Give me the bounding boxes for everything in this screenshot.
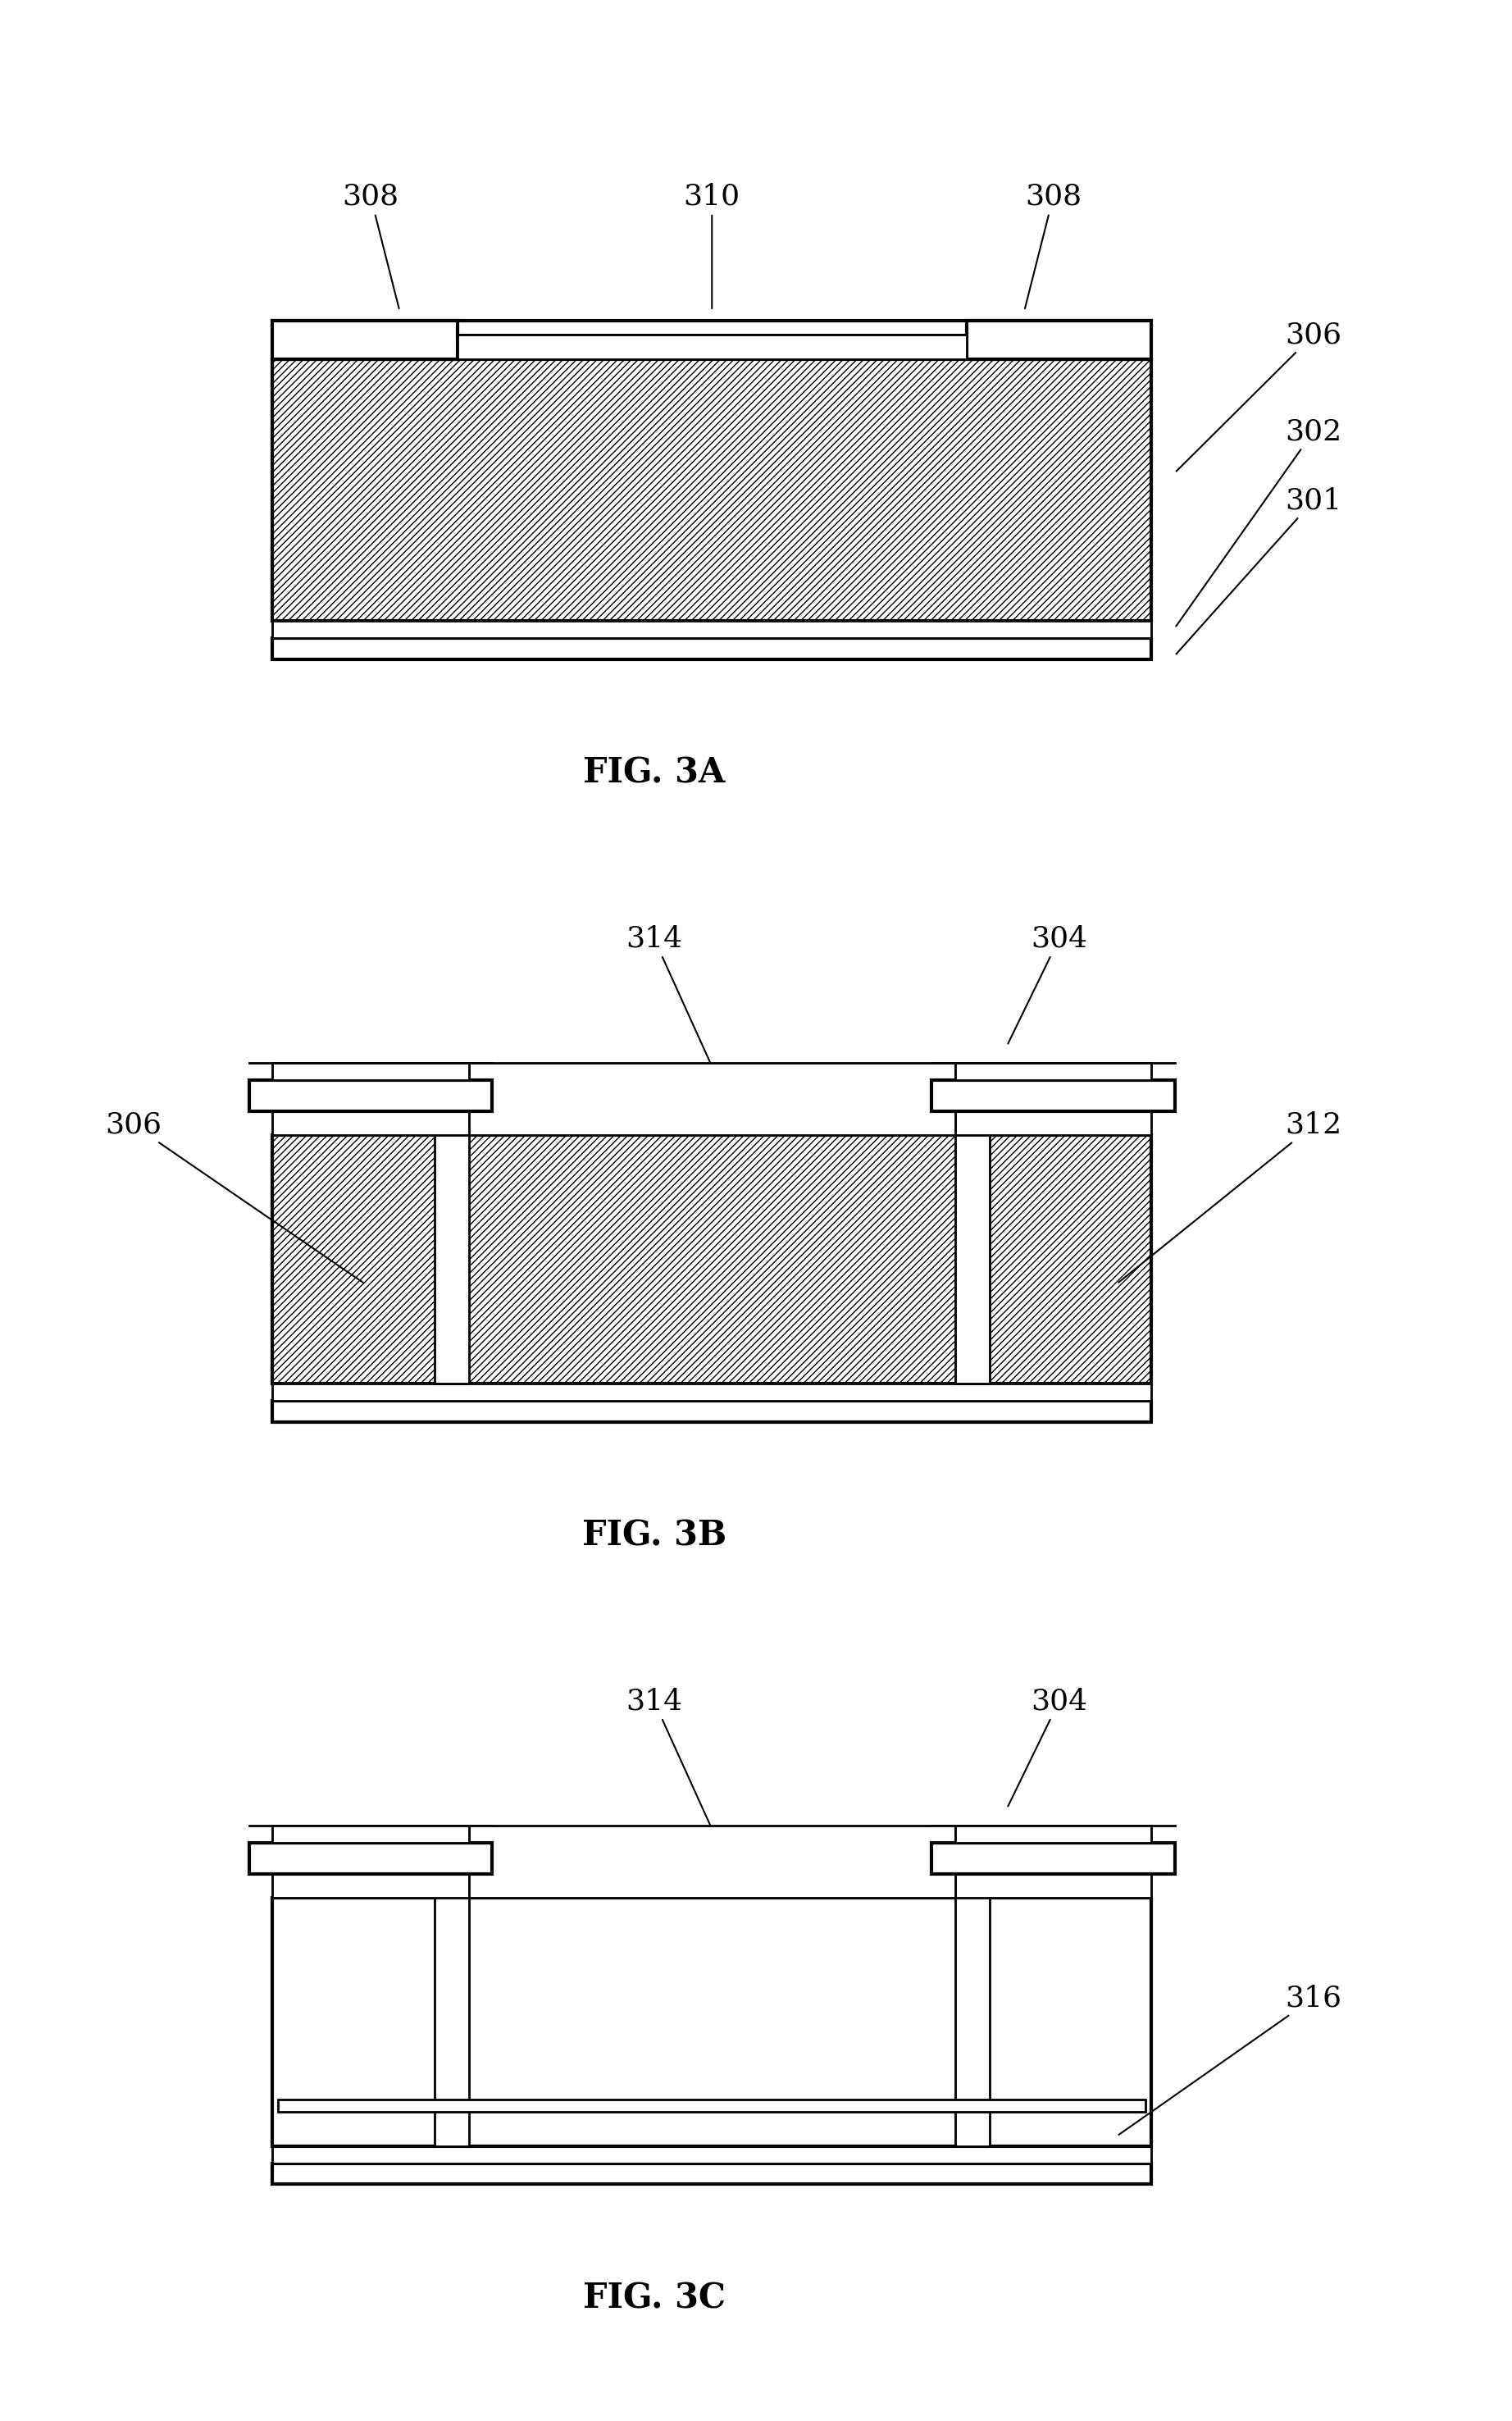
Bar bbox=[956, 1874, 1152, 1898]
Text: 316: 316 bbox=[1119, 1985, 1341, 2135]
Bar bbox=[249, 1080, 491, 1111]
Bar bbox=[931, 1842, 1175, 1874]
Text: 306: 306 bbox=[1176, 322, 1341, 472]
Bar bbox=[272, 1111, 469, 1135]
Text: FIG. 3A: FIG. 3A bbox=[584, 755, 726, 789]
Bar bbox=[272, 358, 1152, 622]
Text: 304: 304 bbox=[1009, 925, 1087, 1043]
Bar bbox=[272, 1135, 1152, 1385]
Bar bbox=[469, 1063, 956, 1135]
Bar bbox=[931, 1080, 1175, 1111]
Bar bbox=[272, 1385, 1152, 1402]
Text: 314: 314 bbox=[626, 1687, 711, 1828]
Bar bbox=[272, 1898, 1152, 2147]
Bar bbox=[272, 1825, 469, 1842]
Bar bbox=[272, 1063, 469, 1080]
Bar bbox=[278, 2099, 1146, 2111]
Bar bbox=[956, 1874, 990, 2147]
Bar bbox=[458, 334, 966, 358]
Text: 314: 314 bbox=[626, 925, 711, 1065]
Text: 302: 302 bbox=[1176, 416, 1343, 627]
Text: 308: 308 bbox=[1025, 184, 1081, 307]
Text: 304: 304 bbox=[1009, 1687, 1087, 1806]
Text: 301: 301 bbox=[1176, 487, 1343, 654]
Bar bbox=[469, 1825, 956, 1898]
Text: 306: 306 bbox=[106, 1111, 363, 1283]
Text: FIG. 3B: FIG. 3B bbox=[582, 1518, 726, 1552]
Bar bbox=[272, 1402, 1152, 1421]
Bar bbox=[249, 1842, 491, 1874]
Bar bbox=[272, 622, 1152, 639]
Text: 310: 310 bbox=[683, 184, 741, 307]
Bar bbox=[966, 322, 1152, 358]
Bar bbox=[434, 1111, 469, 1385]
Text: 312: 312 bbox=[1119, 1111, 1343, 1283]
Bar bbox=[956, 1063, 1152, 1080]
Text: 308: 308 bbox=[342, 184, 399, 307]
Bar bbox=[434, 1874, 469, 2147]
Bar bbox=[272, 322, 458, 358]
Bar bbox=[956, 1825, 1152, 1842]
Bar bbox=[272, 1874, 469, 1898]
Bar bbox=[956, 1111, 990, 1385]
Bar bbox=[272, 2164, 1152, 2184]
Text: FIG. 3C: FIG. 3C bbox=[582, 2281, 726, 2314]
Bar bbox=[272, 639, 1152, 659]
Bar bbox=[272, 2147, 1152, 2164]
Bar bbox=[956, 1111, 1152, 1135]
Bar bbox=[458, 334, 966, 358]
